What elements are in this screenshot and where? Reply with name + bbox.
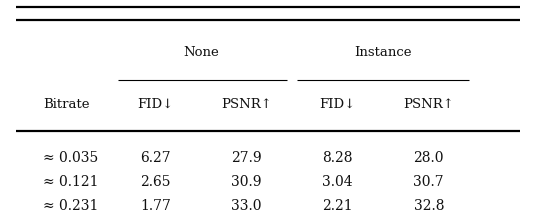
Text: 6.27: 6.27 <box>140 151 171 165</box>
Text: 30.9: 30.9 <box>232 175 262 189</box>
Text: ≈ 0.231: ≈ 0.231 <box>43 199 98 213</box>
Text: PSNR↑: PSNR↑ <box>404 98 454 111</box>
Text: 27.9: 27.9 <box>231 151 262 165</box>
Text: Instance: Instance <box>354 46 412 59</box>
Text: Bitrate: Bitrate <box>43 98 90 111</box>
Text: 30.7: 30.7 <box>413 175 444 189</box>
Text: 2.21: 2.21 <box>322 199 353 213</box>
Text: 3.04: 3.04 <box>322 175 353 189</box>
Text: 28.0: 28.0 <box>414 151 444 165</box>
Text: 1.77: 1.77 <box>140 199 171 213</box>
Text: None: None <box>183 46 219 59</box>
Text: 33.0: 33.0 <box>232 199 262 213</box>
Text: PSNR↑: PSNR↑ <box>221 98 272 111</box>
Text: 2.65: 2.65 <box>140 175 170 189</box>
Text: 32.8: 32.8 <box>414 199 444 213</box>
Text: FID↓: FID↓ <box>137 98 174 111</box>
Text: 8.28: 8.28 <box>323 151 353 165</box>
Text: ≈ 0.121: ≈ 0.121 <box>43 175 99 189</box>
Text: FID↓: FID↓ <box>319 98 356 111</box>
Text: ≈ 0.035: ≈ 0.035 <box>43 151 98 165</box>
